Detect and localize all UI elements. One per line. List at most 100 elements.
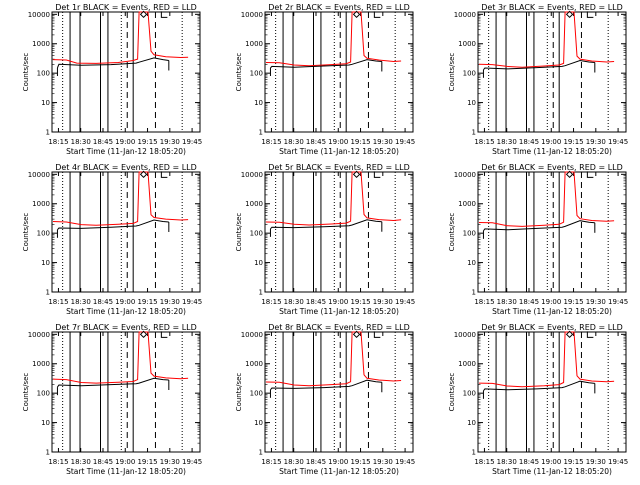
y-tick-label: 1 xyxy=(472,129,476,137)
x-tick-label: 19:30 xyxy=(160,298,180,306)
panel-3: 18:15 18:30 18:45 19:00 19:15 19:30 19:45 1 10 10… xyxy=(448,3,628,156)
x-tick-label: 18:15 xyxy=(261,138,281,146)
x-axis-label: Start Time (11-Jan-12 18:05:20) xyxy=(279,147,399,156)
series-events xyxy=(483,59,595,71)
plot-frame xyxy=(477,171,627,293)
y-tick-label: 100 xyxy=(37,390,50,398)
x-tick-label: 18:30 xyxy=(71,458,91,466)
panel-title: Det 2r BLACK = Events, RED = LLD xyxy=(268,3,410,12)
panel-5: 18:15 18:30 18:45 19:00 19:15 19:30 19:45 1 10 10… xyxy=(235,163,415,316)
x-tick-label: 18:45 xyxy=(306,138,326,146)
y-axis-label: Counts/sec xyxy=(22,53,30,92)
x-tick-label: 19:45 xyxy=(608,138,628,146)
x-tick-label: 18:45 xyxy=(519,138,539,146)
y-axis-label: Counts/sec xyxy=(235,373,243,412)
plot-frame xyxy=(51,331,201,453)
y-axis-label: Counts/sec xyxy=(448,213,456,252)
y-tick-label: 1 xyxy=(46,449,50,457)
bracket-marker xyxy=(160,331,168,338)
x-axis-label: Start Time (11-Jan-12 18:05:20) xyxy=(66,147,186,156)
diamond-marker xyxy=(565,330,574,339)
x-tick-label: 19:30 xyxy=(586,458,606,466)
y-tick-label: 10000 xyxy=(28,331,50,339)
x-tick-label: 19:15 xyxy=(137,458,157,466)
x-tick-label: 18:45 xyxy=(306,298,326,306)
panel-4: 18:15 18:30 18:45 19:00 19:15 19:30 19:45 1 10 10… xyxy=(22,163,202,316)
panel-9: 18:15 18:30 18:45 19:00 19:15 19:30 19:45 1 10 10… xyxy=(448,323,628,476)
y-tick-label: 1 xyxy=(259,449,263,457)
x-tick-label: 18:15 xyxy=(48,458,68,466)
x-tick-label: 19:00 xyxy=(115,458,135,466)
x-tick-label: 19:15 xyxy=(563,298,583,306)
x-tick-label: 18:30 xyxy=(284,138,304,146)
plot-frame xyxy=(264,171,414,293)
y-axis-label: Counts/sec xyxy=(235,53,243,92)
y-tick-label: 1 xyxy=(259,289,263,297)
x-tick-label: 19:15 xyxy=(350,298,370,306)
y-tick-label: 10000 xyxy=(241,331,263,339)
x-tick-label: 19:30 xyxy=(373,458,393,466)
y-tick-label: 1000 xyxy=(458,360,476,368)
y-tick-label: 1 xyxy=(472,289,476,297)
bracket-marker xyxy=(586,331,594,338)
x-axis-label: Start Time (11-Jan-12 18:05:20) xyxy=(279,307,399,316)
y-tick-label: 100 xyxy=(250,390,263,398)
bracket-marker xyxy=(586,171,594,178)
x-tick-label: 19:00 xyxy=(328,298,348,306)
y-tick-label: 10000 xyxy=(28,171,50,179)
y-tick-label: 1000 xyxy=(245,200,263,208)
y-tick-label: 10 xyxy=(41,259,50,267)
y-tick-label: 10000 xyxy=(454,171,476,179)
y-tick-label: 100 xyxy=(250,70,263,78)
y-tick-label: 1000 xyxy=(32,40,50,48)
y-tick-label: 1000 xyxy=(32,360,50,368)
x-tick-label: 18:45 xyxy=(93,138,113,146)
x-tick-label: 19:45 xyxy=(182,298,202,306)
x-tick-label: 18:15 xyxy=(474,458,494,466)
diamond-marker xyxy=(352,330,361,339)
x-tick-label: 19:15 xyxy=(350,458,370,466)
series-events xyxy=(483,220,595,232)
x-tick-label: 19:15 xyxy=(563,138,583,146)
x-axis-label: Start Time (11-Jan-12 18:05:20) xyxy=(492,467,612,476)
panel-title: Det 8r BLACK = Events, RED = LLD xyxy=(268,323,410,332)
series-events xyxy=(270,59,382,69)
x-tick-label: 19:45 xyxy=(182,458,202,466)
panel-7: 18:15 18:30 18:45 19:00 19:15 19:30 19:45 1 10 10… xyxy=(22,323,202,476)
panel-1: 18:15 18:30 18:45 19:00 19:15 19:30 19:45 1 10 10… xyxy=(22,3,202,156)
x-tick-label: 19:15 xyxy=(350,138,370,146)
plot-frame xyxy=(477,11,627,133)
y-axis-label: Counts/sec xyxy=(22,213,30,252)
y-tick-label: 100 xyxy=(463,70,476,78)
series-events xyxy=(270,379,382,391)
y-tick-label: 10 xyxy=(467,99,476,107)
x-tick-label: 18:15 xyxy=(474,298,494,306)
y-tick-label: 1 xyxy=(472,449,476,457)
series-events xyxy=(56,57,169,69)
x-tick-label: 18:30 xyxy=(497,298,517,306)
y-tick-label: 1 xyxy=(259,129,263,137)
y-tick-label: 100 xyxy=(463,230,476,238)
x-axis-label: Start Time (11-Jan-12 18:05:20) xyxy=(492,147,612,156)
x-tick-label: 18:30 xyxy=(284,458,304,466)
panel-title: Det 5r BLACK = Events, RED = LLD xyxy=(268,163,410,172)
x-axis-label: Start Time (11-Jan-12 18:05:20) xyxy=(492,307,612,316)
series-lld xyxy=(265,171,402,226)
x-tick-label: 19:00 xyxy=(328,458,348,466)
x-tick-label: 19:45 xyxy=(395,138,415,146)
y-tick-label: 10 xyxy=(254,259,263,267)
y-tick-label: 1000 xyxy=(458,40,476,48)
series-lld xyxy=(52,171,189,226)
x-tick-label: 19:15 xyxy=(137,298,157,306)
x-tick-label: 19:15 xyxy=(137,138,157,146)
x-tick-label: 18:15 xyxy=(474,138,494,146)
plot-frame xyxy=(51,11,201,133)
y-axis-label: Counts/sec xyxy=(448,373,456,412)
y-tick-label: 10000 xyxy=(241,11,263,19)
y-tick-label: 10000 xyxy=(454,11,476,19)
bracket-marker xyxy=(160,11,168,18)
y-axis-label: Counts/sec xyxy=(448,53,456,92)
panel-6: 18:15 18:30 18:45 19:00 19:15 19:30 19:45 1 10 10… xyxy=(448,163,628,316)
plot-frame xyxy=(264,11,414,133)
